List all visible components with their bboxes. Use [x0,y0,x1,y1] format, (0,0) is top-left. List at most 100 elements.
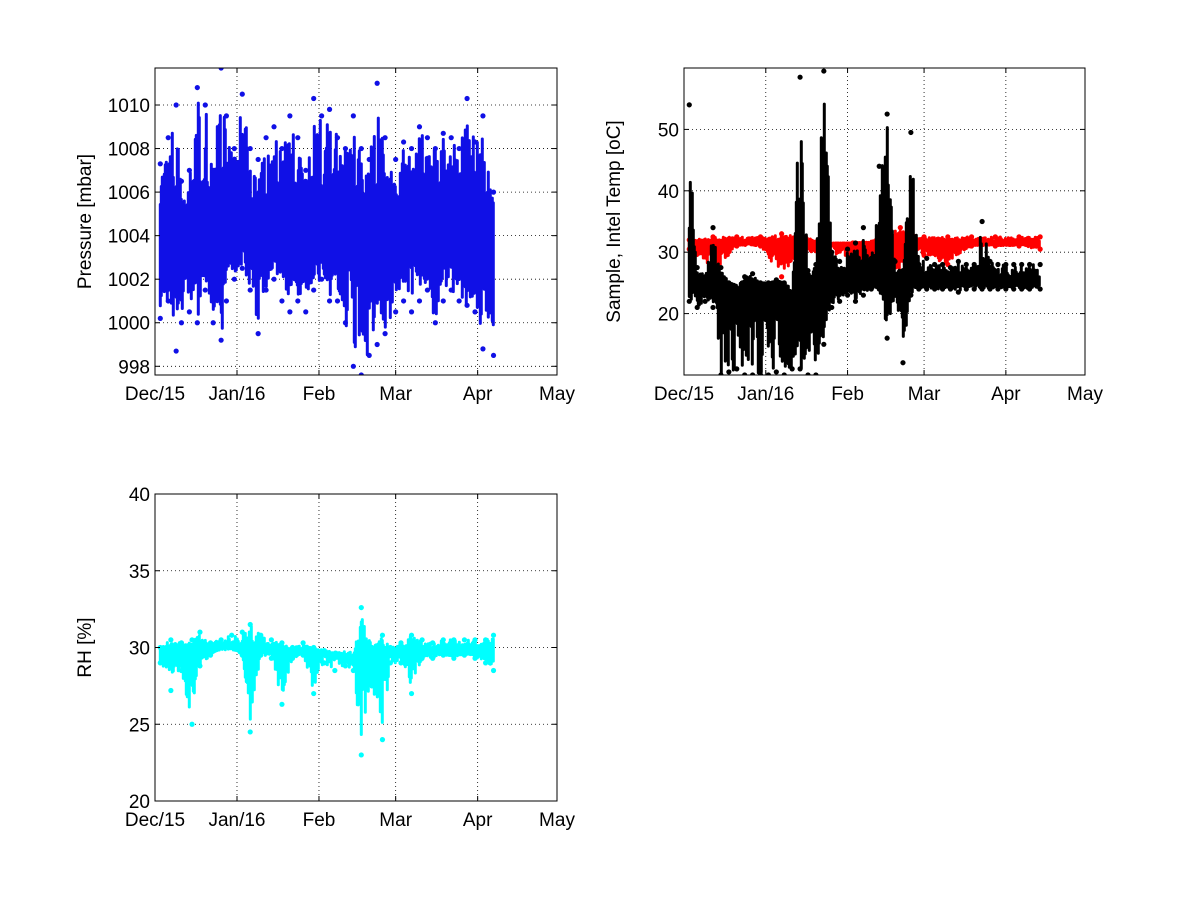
series-1-max-point [1011,261,1017,268]
series-1-max-point [1003,261,1009,268]
series-1-max-point [844,246,851,252]
series-0-min-point [300,652,306,658]
series-0-min-point [482,660,489,666]
series-0-max-point [287,113,293,119]
series-0-max-point [218,68,224,71]
series-0-max-point [231,145,237,152]
y-tick-label: 1008 [108,140,150,161]
series-0-min-point [472,655,478,661]
series-0-max-point [456,145,462,152]
temperature-panel: Dec/15 Jan/16 Feb Mar Apr May 20 30 40 50 Sample,… [604,67,1103,405]
series-0-max-point [173,102,179,108]
series-0-min-point [387,660,393,666]
series-1-min-point [718,372,724,375]
series-0-min-point [178,320,185,326]
series-0-min-point [239,265,245,271]
series-0-max-point [401,139,407,145]
series-0-max-point [1016,234,1022,240]
series-0-max-point [207,640,214,646]
series-1-min-point [1037,286,1043,292]
y-tick-label: 1000 [108,314,150,335]
series-0-min-point [1016,243,1022,249]
series-0-min-point [461,652,468,658]
y-tick-label: 1010 [108,96,150,117]
series-1-min-point [852,298,859,304]
series-1-max-point [939,261,946,268]
series-1-min-point [924,286,930,292]
series-0-min-point [464,302,470,308]
series-0-max-point [255,156,261,163]
series-0-max-point [189,637,195,643]
series-0-min-point [229,644,235,651]
x-tick-label: May [1067,384,1103,405]
series-1-min-point [971,286,977,292]
series-0-max-point [440,130,446,136]
series-1-max-point [821,68,827,74]
series-0-min-point [311,287,317,293]
series-1-min-point [749,372,756,375]
series-1-min-point [694,304,700,311]
series-1-max-point [710,225,716,231]
series-0-max-point [168,637,174,643]
series-1-max-point [734,286,740,292]
series-0-min-point [779,274,785,280]
series-0-max-point [319,113,325,119]
series-1-min-point [947,286,954,292]
series-0-max-point [239,91,245,97]
series-0-max-point [263,135,269,141]
series-1-max-point [924,255,930,261]
series-1-marks [686,68,1043,375]
series-1-max-point [805,268,811,274]
series-0-max-point [464,95,470,102]
series-0-max-point [157,644,163,651]
series-0-min-point [369,683,375,689]
series-1-max-point [797,74,803,80]
series-0-max-point [178,640,185,646]
series-0-max-point [295,135,301,141]
series-0-max-point [279,145,285,152]
y-tick-label: 30 [129,639,150,660]
series-0-max-point [334,135,341,141]
series-0-min-point [255,331,261,337]
x-tick-label: Jan/16 [737,384,794,405]
x-tick-label: Apr [991,384,1021,405]
series-0-min-point [416,298,423,304]
y-tick-label: 25 [129,715,150,736]
series-1-max-point [1026,261,1033,268]
series-1-min-point [1026,286,1033,292]
temperature-series [686,68,1043,375]
series-0-max-point [379,632,386,638]
x-tick-label: Feb [303,810,336,831]
series-0-max-point [197,629,203,635]
series-0-min-point [382,331,388,337]
series-1-max-point [789,295,795,301]
series-0-min-point [490,667,497,674]
pressure-ticks: Dec/15 Jan/16 Feb Mar Apr May 998 1000 1002 1004 1… [108,68,575,405]
series-0-max-point [490,632,497,638]
series-1-min-point [726,369,732,375]
series-0-min-point [350,667,356,674]
series-1-min-point [860,292,866,298]
series-0-max-point [408,632,415,638]
series-0-envelope [158,101,495,357]
series-0-min-point [430,655,436,661]
series-0-min-point [734,243,740,249]
series-0-min-point [342,320,349,326]
series-0-max-point [366,156,372,163]
series-1-min-point [821,341,827,347]
series-0-min-point [366,352,372,359]
temperature-ticks: Dec/15 Jan/16 Feb Mar Apr May 20 30 40 50 [654,68,1103,405]
x-tick-label: Apr [463,810,493,831]
series-0-max-point [779,231,785,237]
series-0-min-point [398,660,404,666]
series-0-min-point [295,298,301,304]
series-0-max-point [186,167,192,173]
series-1-min-point [734,366,740,372]
series-1-max-point [995,261,1001,268]
series-0-max-point [482,637,489,643]
series-0-marks [157,68,497,375]
series-0-max-point [279,640,285,646]
series-0-max-point [239,629,245,635]
series-0-min-point [432,320,438,326]
